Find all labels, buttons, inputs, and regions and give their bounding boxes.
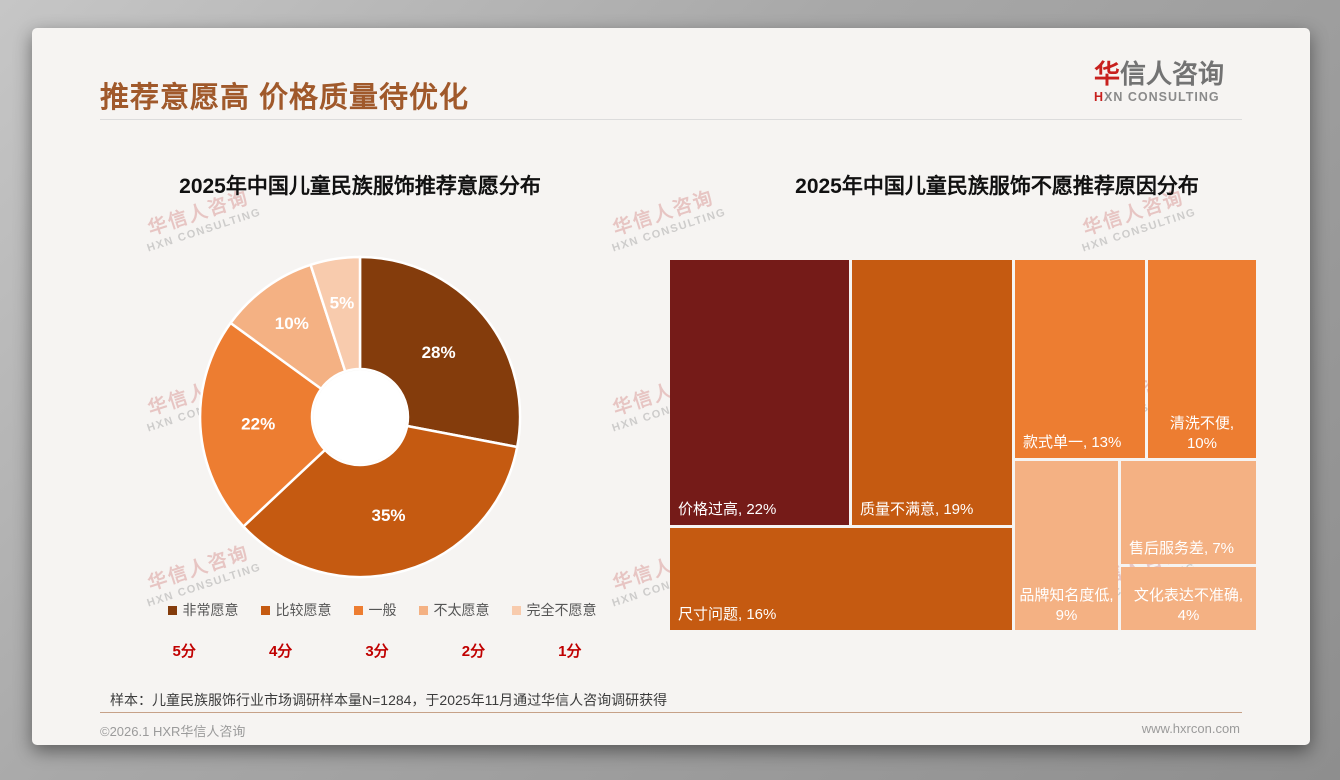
donut-chart-title: 2025年中国儿童民族服饰推荐意愿分布 <box>179 175 541 198</box>
treemap-label-line: 质量不满意, 19% <box>860 500 974 518</box>
treemap-block-售后服务差: 售后服务差, 7% <box>1121 461 1256 564</box>
treemap-block-label: 尺寸问题, 16% <box>678 605 776 625</box>
treemap-label-line: 尺寸问题, 16% <box>678 605 777 623</box>
treemap-label-line: 款式单一, 13% <box>1023 433 1122 451</box>
legend-swatch-icon <box>511 605 521 615</box>
treemap-label-line: 10% <box>1186 434 1217 452</box>
legend-item-一般: 一般 <box>353 600 397 620</box>
donut-hole <box>313 370 407 464</box>
logo-subtitle-rest: XN CONSULTING <box>1104 89 1220 104</box>
treemap-block-品牌知名度低: 品牌知名度低, 9% <box>1015 461 1118 630</box>
logo-subtitle: HXN CONSULTING <box>1094 90 1284 104</box>
donut-slice-完全不愿意 <box>309 255 362 373</box>
legend-swatch-icon <box>353 605 363 615</box>
logo-brand-rest: 信人咨询 <box>1120 59 1225 89</box>
footer-website: www.hxrcon.com <box>1141 721 1240 736</box>
legend-swatch-icon <box>260 605 270 615</box>
treemap-block-清洗不便: 清洗不便, 10% <box>1148 260 1256 458</box>
treemap-label-line: 清洗不便, <box>1169 415 1235 432</box>
donut-legend: 非常愿意 比较愿意 一般 不太愿意 完全不愿意 <box>112 600 652 620</box>
legend-swatch-icon <box>418 605 428 615</box>
treemap-block-label: 清洗不便, 10% <box>1170 414 1234 453</box>
title-divider <box>100 119 1242 120</box>
treemap-block-款式单一: 款式单一, 13% <box>1015 260 1145 458</box>
treemap-block-label: 价格过高, 22% <box>678 500 776 520</box>
logo-brand-text: 华信人咨询 <box>1094 60 1284 89</box>
watermark-line2: HXN CONSULTING <box>1080 206 1198 255</box>
donut-data-label: 5% <box>330 293 355 312</box>
donut-data-label: 10% <box>275 314 309 333</box>
treemap-block-尺寸问题: 尺寸问题, 16% <box>670 528 1012 630</box>
treemap-label-line: 品牌知名度低, <box>1019 587 1114 604</box>
treemap-block-label: 品牌知名度低, 9% <box>1019 586 1113 625</box>
sample-footnote: 样本：儿童民族服饰行业市场调研样本量N=1284，于2025年11月通过华信人咨… <box>110 692 668 708</box>
treemap-label-line: 价格过高, 22% <box>678 500 777 518</box>
watermark-line2: HXN CONSULTING <box>610 206 728 255</box>
donut-chart: 28% 35% 22% 10% 5% <box>198 255 522 579</box>
score-label: 4分 <box>268 643 293 660</box>
logo-subtitle-first-char: H <box>1094 89 1105 104</box>
donut-data-label: 28% <box>422 343 456 362</box>
donut-data-label: 22% <box>241 414 275 433</box>
score-label: 3分 <box>365 643 389 660</box>
logo-brand-first-char: 华 <box>1094 59 1121 89</box>
slide-card: 华信人咨询 HXN CONSULTING 华信人咨询 HXN CONSULTING 华信… <box>32 28 1310 745</box>
legend-label: 完全不愿意 <box>526 602 597 618</box>
treemap-block-质量不满意: 质量不满意, 19% <box>852 260 1012 525</box>
treemap-label-line: 文化表达不准确, <box>1133 587 1244 604</box>
legend-item-比较愿意: 比较愿意 <box>260 600 332 620</box>
legend-label: 不太愿意 <box>433 602 490 618</box>
treemap-block-label: 售后服务差, 7% <box>1129 539 1234 559</box>
score-labels-row: 5分 4分 3分 2分 1分 <box>136 640 618 661</box>
treemap-chart-title: 2025年中国儿童民族服饰不愿推荐原因分布 <box>795 175 1199 198</box>
donut-slice-非常愿意 <box>358 255 522 449</box>
treemap-label-line: 售后服务差, 7% <box>1129 539 1235 557</box>
company-logo: 华信人咨询 HXN CONSULTING <box>1094 60 1284 104</box>
score-label: 1分 <box>558 643 582 660</box>
treemap-label-line: 4% <box>1177 606 1200 624</box>
page-title: 推荐意愿高 价格质量待优化 <box>100 82 470 114</box>
donut-data-label: 35% <box>371 506 405 525</box>
donut-slice-一般 <box>198 321 327 529</box>
legend-label: 非常愿意 <box>182 602 239 618</box>
legend-item-非常愿意: 非常愿意 <box>167 600 239 620</box>
footer-divider <box>100 712 1242 713</box>
treemap-chart: 价格过高, 22% 质量不满意, 19% 尺寸问题, 16% 款式单一, 13% 清洗不… <box>670 260 1256 630</box>
score-label: 5分 <box>172 643 196 660</box>
legend-label: 比较愿意 <box>275 602 332 618</box>
treemap-block-label: 文化表达不准确, 4% <box>1134 586 1243 625</box>
score-label: 2分 <box>461 643 486 660</box>
legend-item-不太愿意: 不太愿意 <box>418 600 490 620</box>
treemap-block-label: 款式单一, 13% <box>1023 433 1121 453</box>
legend-label: 一般 <box>368 602 397 618</box>
treemap-block-文化表达不准确: 文化表达不准确, 4% <box>1121 567 1256 630</box>
legend-swatch-icon <box>167 605 177 615</box>
legend-item-完全不愿意: 完全不愿意 <box>511 600 597 620</box>
treemap-label-line: 9% <box>1055 606 1078 624</box>
footer-copyright: ©2026.1 HXR华信人咨询 <box>100 724 246 739</box>
treemap-block-价格过高: 价格过高, 22% <box>670 260 849 525</box>
treemap-block-label: 质量不满意, 19% <box>860 500 973 520</box>
